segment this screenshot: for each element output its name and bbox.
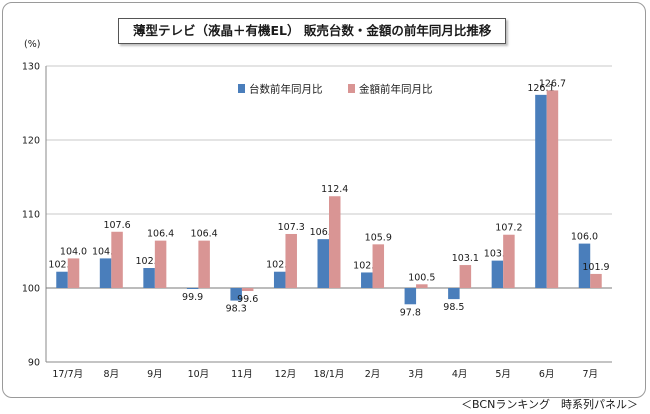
bar-value bbox=[590, 273, 602, 288]
bar-units bbox=[230, 288, 242, 301]
x-category-label: 3月 bbox=[408, 369, 424, 380]
x-category-label: 5月 bbox=[495, 369, 511, 380]
data-label: 103.1 bbox=[452, 253, 479, 264]
legend-label-2: 金額前年同月比 bbox=[359, 83, 433, 96]
data-label: 112.4 bbox=[321, 184, 348, 195]
chart-title: 薄型テレビ（液晶＋有機EL） 販売台数・金額の前年同月比推移 bbox=[118, 18, 507, 44]
y-tick-label: 90 bbox=[28, 358, 40, 369]
bar-units bbox=[578, 243, 591, 288]
y-tick-label: 130 bbox=[22, 62, 40, 73]
bar-units bbox=[317, 239, 329, 288]
data-label: 106.6 bbox=[310, 227, 337, 238]
bar-units bbox=[491, 260, 504, 288]
data-label: 107.6 bbox=[103, 220, 130, 231]
bar-value bbox=[285, 233, 297, 288]
data-label: 98.3 bbox=[226, 304, 247, 315]
bar-value bbox=[111, 231, 123, 288]
bar-units bbox=[273, 271, 286, 288]
bar-value bbox=[198, 240, 210, 288]
bar-units bbox=[361, 272, 373, 288]
x-category-label: 11月 bbox=[231, 369, 253, 380]
x-category-label: 2月 bbox=[365, 369, 381, 380]
legend-swatch-2 bbox=[348, 84, 355, 93]
y-tick-label: 100 bbox=[22, 284, 40, 295]
data-label: 106.4 bbox=[191, 229, 218, 240]
x-category-label: 9月 bbox=[147, 369, 163, 380]
x-category-label: 17/7月 bbox=[52, 369, 83, 380]
data-label: 106.4 bbox=[147, 229, 174, 240]
bar-value bbox=[459, 265, 472, 288]
bar-value bbox=[67, 258, 80, 288]
data-label: 99.6 bbox=[237, 294, 258, 305]
y-tick-label: 120 bbox=[22, 136, 40, 147]
y-tick-label: 110 bbox=[22, 210, 40, 221]
bar-units bbox=[143, 268, 155, 288]
bar-value bbox=[546, 90, 559, 288]
x-category-label: 18/1月 bbox=[314, 369, 345, 380]
x-category-label: 6月 bbox=[539, 369, 555, 380]
data-label: 102.7 bbox=[135, 256, 162, 267]
data-label: 102.2 bbox=[48, 260, 75, 271]
data-label: 107.2 bbox=[495, 223, 522, 234]
data-label: 107.3 bbox=[278, 222, 305, 233]
data-label: 98.5 bbox=[443, 302, 464, 313]
x-category-label: 7月 bbox=[582, 369, 598, 380]
data-label: 103.7 bbox=[484, 249, 511, 260]
data-label: 106.0 bbox=[571, 232, 598, 243]
data-label: 97.8 bbox=[400, 307, 421, 318]
data-label: 105.9 bbox=[365, 232, 392, 243]
y-unit-label: (%) bbox=[24, 39, 40, 50]
bar-value bbox=[154, 240, 167, 288]
x-category-label: 4月 bbox=[452, 369, 468, 380]
bar-value bbox=[241, 288, 254, 291]
data-label: 104.0 bbox=[92, 246, 119, 257]
x-category-label: 8月 bbox=[104, 369, 120, 380]
data-label: 104.0 bbox=[60, 246, 87, 257]
data-label: 99.9 bbox=[182, 292, 203, 303]
bar-units bbox=[99, 258, 112, 288]
legend-swatch-1 bbox=[238, 84, 245, 93]
bar-value bbox=[503, 234, 515, 288]
bar-value bbox=[416, 284, 428, 288]
bar-units bbox=[535, 94, 547, 288]
data-label: 102.2 bbox=[266, 260, 293, 271]
bar-units bbox=[56, 271, 68, 288]
data-label: 102.1 bbox=[353, 260, 380, 271]
legend-label-1: 台数前年同月比 bbox=[249, 83, 323, 96]
data-label: 100.5 bbox=[408, 272, 435, 283]
data-label: 126.1 bbox=[527, 83, 554, 94]
source-note: ＜BCNランキング 時系列パネル＞ bbox=[461, 398, 638, 411]
data-label: 101.9 bbox=[582, 262, 609, 273]
data-label: 126.7 bbox=[539, 78, 566, 89]
bar-value bbox=[372, 244, 385, 288]
bar-value bbox=[329, 196, 341, 288]
x-category-label: 12月 bbox=[275, 369, 297, 380]
bar-units bbox=[448, 288, 460, 300]
x-category-label: 10月 bbox=[188, 369, 210, 380]
bar-units bbox=[186, 288, 199, 289]
bar-units bbox=[404, 288, 417, 305]
